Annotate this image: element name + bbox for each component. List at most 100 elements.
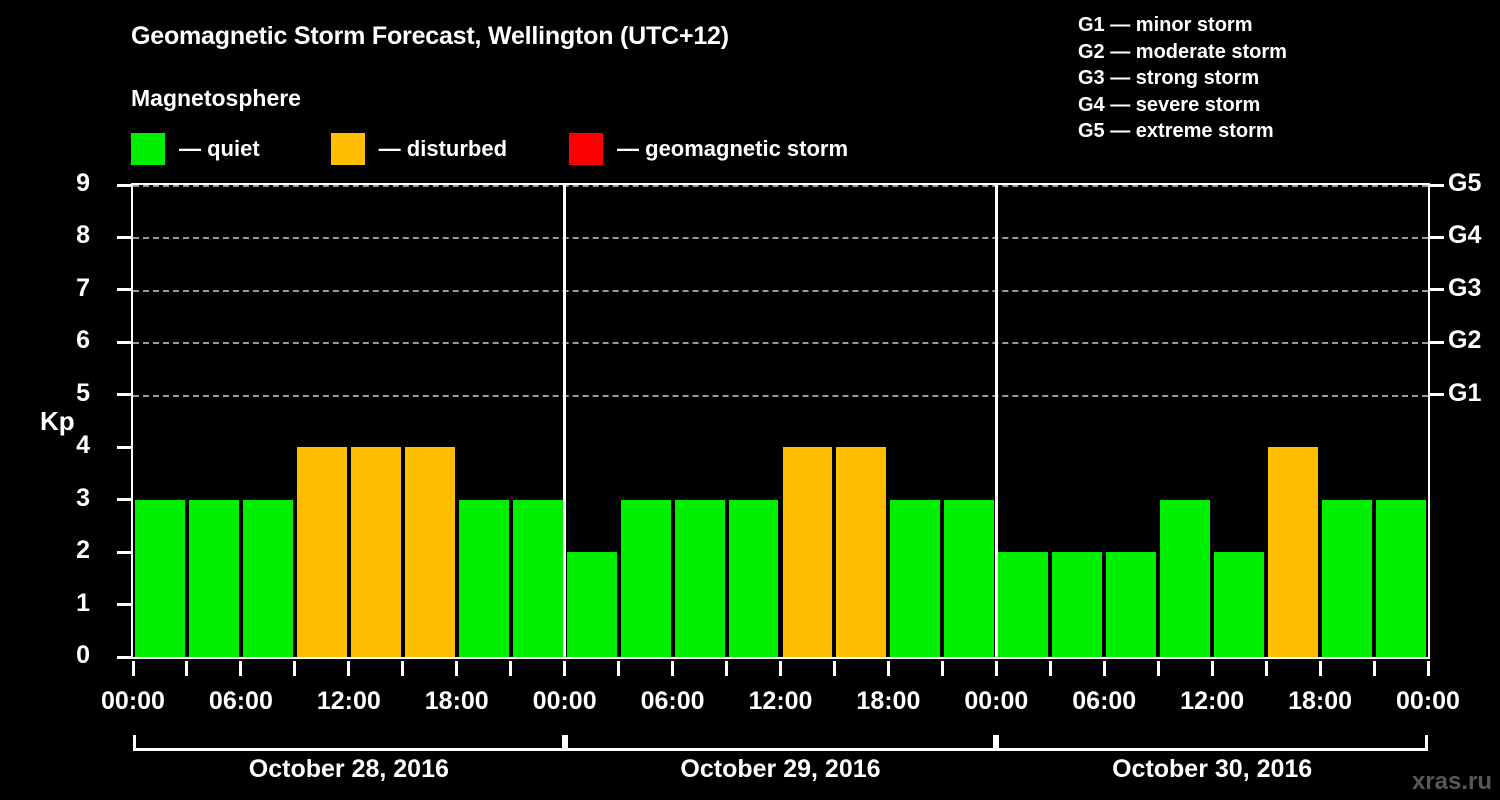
x-tick-mark: [886, 661, 890, 676]
x-tick-mark: [1102, 661, 1106, 676]
gridline-kp-6: [133, 342, 1428, 345]
y-tick-label: 4: [76, 431, 90, 460]
g-tick-mark: [1430, 393, 1444, 397]
bar: [1106, 552, 1157, 657]
x-tick-mark: [779, 661, 782, 676]
date-label: October 30, 2016: [1112, 755, 1313, 783]
bar: [1214, 552, 1265, 657]
bar: [458, 499, 509, 657]
g-tick-mark: [1430, 288, 1444, 292]
x-tick-mark: [185, 661, 189, 676]
x-tick-label: 18:00: [424, 687, 489, 715]
g-tick-label-g3: G3: [1448, 273, 1482, 302]
x-tick-label: 06:00: [640, 687, 705, 715]
bar: [1376, 499, 1426, 657]
date-label: October 28, 2016: [248, 755, 449, 783]
disturbed-swatch-icon: [330, 133, 365, 165]
x-tick-mark: [617, 661, 621, 676]
date-bracket: [133, 735, 565, 751]
x-tick-label: 06:00: [1072, 687, 1137, 715]
bar: [836, 447, 887, 657]
x-tick-mark: [671, 661, 675, 676]
bar: [1052, 552, 1103, 657]
x-tick-label: 00:00: [532, 687, 597, 715]
day-divider: [563, 185, 567, 657]
date-label: October 29, 2016: [680, 755, 881, 783]
bar: [728, 499, 779, 657]
g-tick-label-g4: G4: [1448, 221, 1482, 250]
bar: [512, 499, 563, 657]
quiet-swatch-icon: [131, 133, 165, 165]
x-tick-mark: [509, 661, 513, 676]
storm-swatch-icon: [569, 133, 604, 165]
y-tick-mark: [117, 340, 131, 344]
x-tick-mark: [563, 661, 567, 676]
y-tick-mark: [117, 288, 131, 292]
g-tick-mark: [1430, 183, 1444, 187]
x-tick-mark: [1372, 661, 1376, 676]
bar: [188, 499, 239, 657]
y-tick-mark: [117, 498, 131, 502]
x-tick-label: 12:00: [1180, 687, 1245, 715]
y-tick-label: 5: [76, 378, 90, 407]
bar: [566, 552, 617, 657]
plot-inner: [133, 185, 1428, 657]
g-scale-row-g3: G3 — strong storm: [1078, 67, 1260, 89]
gridline-kp-8: [133, 237, 1428, 240]
magnetosphere-section-label: Magnetosphere: [131, 85, 301, 111]
x-tick-mark: [1156, 661, 1160, 676]
y-tick-mark: [117, 603, 131, 607]
y-tick-label: 3: [76, 483, 90, 512]
g-tick-mark: [1430, 235, 1444, 239]
legend-label-quiet: — quiet: [179, 136, 260, 161]
g-tick-label-g2: G2: [1448, 326, 1482, 355]
magnetosphere-legend: — quiet — disturbed — geomagnetic storm: [131, 133, 848, 165]
date-bracket: [996, 735, 1428, 751]
y-tick-label: 7: [76, 273, 90, 302]
legend-label-storm: — geomagnetic storm: [617, 136, 849, 161]
bar: [350, 447, 401, 657]
x-tick-mark: [1264, 661, 1268, 676]
gridline-kp-9: [133, 185, 1428, 187]
bar: [782, 447, 833, 657]
g-tick-label-g1: G1: [1448, 378, 1482, 407]
y-tick-mark: [117, 183, 131, 187]
x-tick-mark: [832, 661, 836, 676]
legend-item-quiet: — quiet: [131, 133, 260, 165]
g-scale-legend: G1 — minor storm G2 — moderate storm G3 …: [1078, 12, 1287, 145]
x-tick-label: 00:00: [101, 687, 165, 715]
gridline-kp-7: [133, 289, 1428, 292]
x-tick-label: 00:00: [1396, 687, 1460, 715]
page-title: Geomagnetic Storm Forecast, Wellington (…: [131, 22, 729, 50]
y-tick-mark: [117, 445, 131, 449]
y-tick-label: 1: [76, 588, 90, 617]
bar: [1268, 447, 1319, 657]
x-tick-mark: [293, 661, 297, 676]
x-tick-mark: [1318, 661, 1322, 676]
bar: [1160, 499, 1211, 657]
bar: [890, 499, 941, 657]
gridline-kp-5: [133, 394, 1428, 397]
bar: [242, 499, 293, 657]
y-tick-mark: [117, 550, 131, 554]
y-tick-label: 6: [76, 326, 90, 355]
x-tick-mark: [1048, 661, 1052, 676]
x-tick-mark: [994, 661, 998, 676]
bar: [404, 447, 455, 657]
x-tick-mark: [455, 661, 459, 676]
g-scale-row-g5: G5 — extreme storm: [1078, 120, 1274, 142]
bar: [620, 499, 671, 657]
g-scale-row-g2: G2 — moderate storm: [1078, 40, 1287, 63]
x-tick-mark: [131, 661, 135, 676]
x-tick-mark: [239, 661, 243, 676]
y-tick-mark: [117, 393, 131, 397]
g-scale-row-g4: G4 — severe storm: [1078, 93, 1261, 116]
bar: [674, 499, 725, 657]
y-tick-label: 0: [76, 641, 90, 669]
x-tick-label: 00:00: [964, 687, 1029, 715]
bar: [296, 447, 347, 657]
legend-label-disturbed: — disturbed: [378, 136, 508, 161]
g-tick-label-g5: G5: [1448, 169, 1482, 197]
bar: [944, 499, 995, 657]
x-tick-mark: [725, 661, 729, 676]
